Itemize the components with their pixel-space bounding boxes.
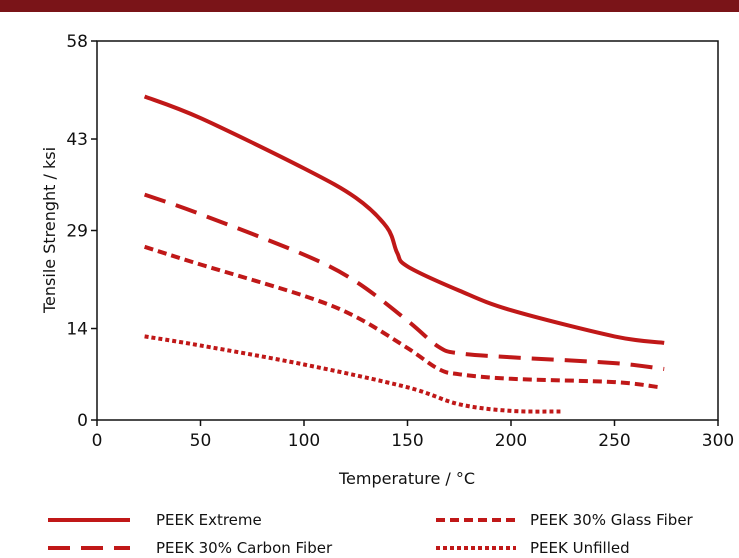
legend-label: PEEK 30% Carbon Fiber bbox=[156, 539, 333, 557]
legend-label: PEEK 30% Glass Fiber bbox=[530, 511, 694, 529]
y-tick-label: 43 bbox=[66, 130, 88, 150]
legend-label: PEEK Unfilled bbox=[530, 539, 630, 557]
y-tick-label: 29 bbox=[66, 222, 88, 242]
y-tick-label: 14 bbox=[66, 320, 88, 340]
x-axis-title: Temperature / °C bbox=[338, 469, 475, 488]
y-axis-title: Tensile Strenght / ksi bbox=[40, 147, 59, 314]
x-tick-label: 250 bbox=[598, 431, 630, 451]
legend-label: PEEK Extreme bbox=[156, 511, 262, 529]
series-line bbox=[143, 244, 661, 390]
x-tick-label: 200 bbox=[495, 431, 527, 451]
x-tick-label: 300 bbox=[702, 431, 734, 451]
y-tick-label: 58 bbox=[66, 32, 88, 52]
x-tick-label: 0 bbox=[92, 431, 103, 451]
header-bar bbox=[0, 0, 739, 12]
x-tick-label: 100 bbox=[288, 431, 320, 451]
x-tick-label: 50 bbox=[190, 431, 212, 451]
series-line bbox=[143, 192, 665, 371]
y-tick-label: 0 bbox=[77, 411, 88, 431]
plot-frame bbox=[96, 40, 719, 421]
series-line bbox=[143, 94, 665, 345]
x-tick-label: 150 bbox=[391, 431, 423, 451]
series-line bbox=[144, 334, 563, 414]
